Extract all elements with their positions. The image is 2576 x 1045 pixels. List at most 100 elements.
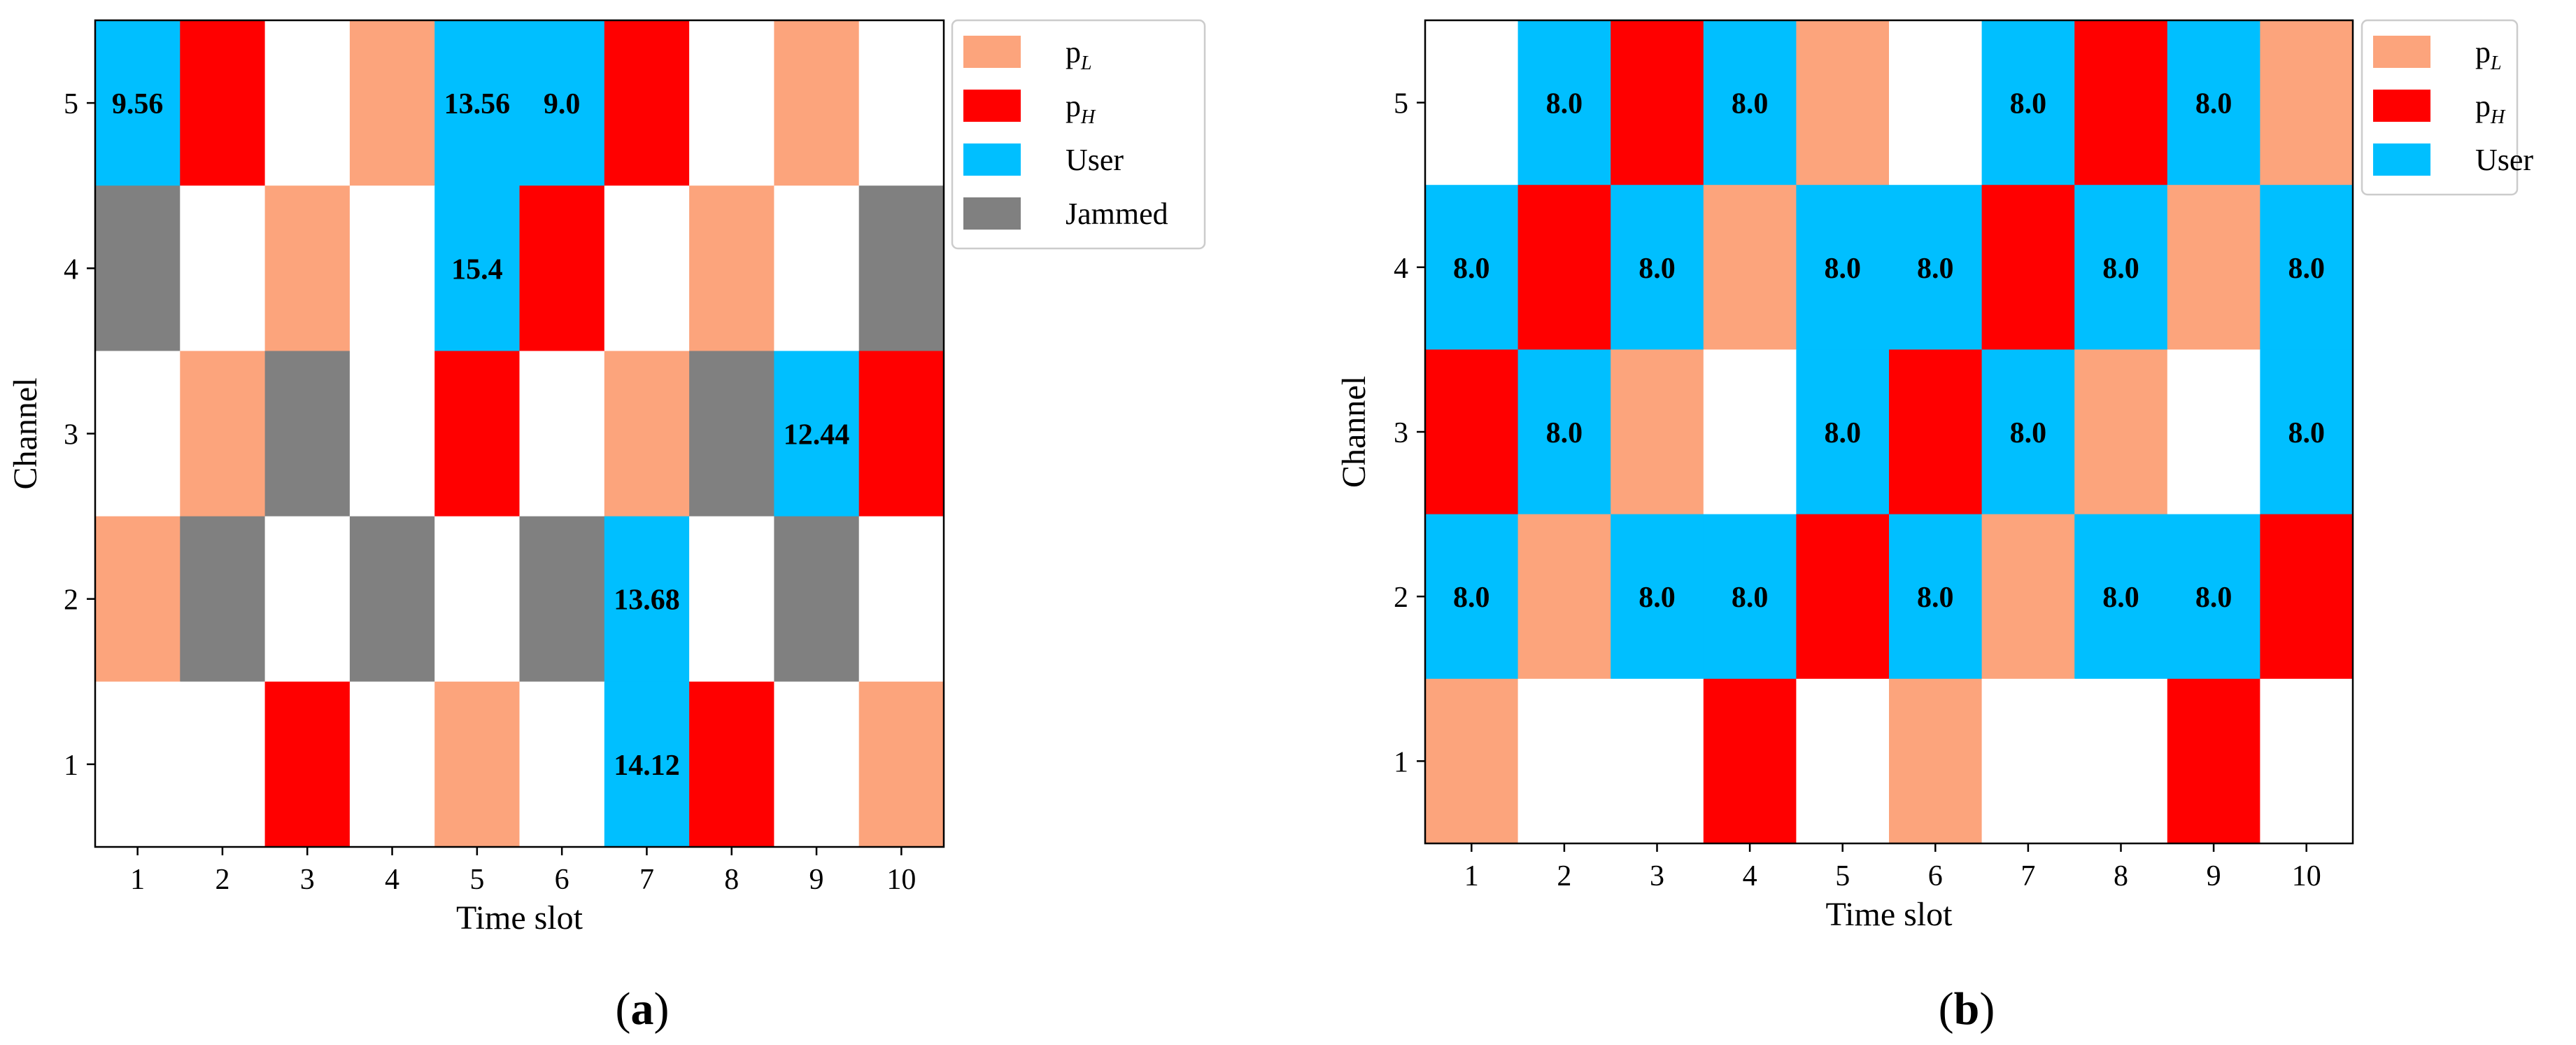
- heatmap-cell-user: [1517, 349, 1611, 515]
- heatmap-cell-user: [1889, 185, 1983, 350]
- legend-label-pH: pH: [1066, 89, 1096, 128]
- heatmap-cell-empty: [858, 20, 944, 186]
- x-tick-label: 1: [130, 864, 145, 896]
- heatmap-cell-empty: [349, 351, 435, 517]
- heatmap-cell-empty: [264, 516, 351, 682]
- heatmap-cell-user: [2074, 185, 2168, 350]
- heatmap-cell-pL: [1611, 349, 1704, 515]
- heatmap-cell-jammed: [264, 351, 351, 517]
- cell-value-label: 8.0: [2288, 417, 2325, 449]
- x-tick-label: 6: [555, 864, 569, 896]
- legend-swatch-pH: [963, 90, 1021, 122]
- legend-label-user: User: [1066, 143, 1124, 177]
- x-tick-label: 3: [300, 864, 315, 896]
- cell-value-label: 8.0: [1453, 582, 1490, 614]
- heatmap-cell-pL: [2074, 349, 2168, 515]
- legend-label-pH: pH: [2475, 89, 2506, 128]
- cell-value-label: 8.0: [1639, 253, 1676, 285]
- heatmap-cell-pH: [2260, 514, 2354, 680]
- panel-label: (a): [616, 983, 670, 1035]
- cell-value-label: 8.0: [2195, 88, 2232, 120]
- heatmap-cell-empty: [1611, 678, 1704, 844]
- x-axis-label: Time slot: [456, 899, 583, 937]
- x-tick-label: 8: [724, 864, 739, 896]
- legend-label-pL: pL: [2475, 35, 2502, 74]
- heatmap-cell-empty: [95, 351, 181, 517]
- heatmap-cell-jammed: [519, 516, 605, 682]
- heatmap-cell-empty: [689, 516, 774, 682]
- heatmap-cell-empty: [774, 185, 860, 351]
- heatmap-cell-empty: [1425, 20, 1519, 185]
- legend-label-pL: pL: [1066, 35, 1092, 74]
- heatmap-cell-jammed: [95, 185, 181, 351]
- heatmap-cell-empty: [858, 516, 944, 682]
- heatmap-cell-empty: [2074, 678, 2168, 844]
- heatmap-cell-empty: [1981, 678, 2075, 844]
- heatmap-cell-pH: [604, 20, 690, 186]
- y-tick-label: 3: [1394, 417, 1408, 449]
- heatmap-cell-pH: [1517, 185, 1611, 350]
- heatmap-cell-pL: [1889, 678, 1983, 844]
- heatmap-cell-empty: [1889, 20, 1983, 185]
- heatmap-cell-jammed: [180, 516, 266, 682]
- cell-value-label: 8.0: [1453, 253, 1490, 285]
- heatmap-cell-empty: [180, 681, 266, 848]
- y-tick-label: 3: [64, 419, 78, 451]
- x-tick-label: 8: [2114, 860, 2128, 892]
- heatmap-panel-b: 1 2 3 4 5 6 7 8 9 10 1 2 3 4 5 Time slot Channel 8.0 8.0 8.…: [1336, 19, 2533, 1035]
- cell-value-label: 14.12: [614, 750, 680, 782]
- heatmap-cell-pH: [858, 351, 944, 517]
- cell-value-label: 8.0: [2195, 582, 2232, 614]
- heatmap-cell-pL: [2167, 185, 2260, 350]
- y-axis-label: Channel: [7, 378, 44, 490]
- x-tick-label: 7: [2021, 860, 2035, 892]
- x-tick-label: 7: [639, 864, 654, 896]
- x-tick-label: 2: [215, 864, 229, 896]
- heatmap-cell-pL: [1981, 514, 2075, 680]
- heatmap-cell-jammed: [774, 516, 860, 682]
- heatmap-cell-empty: [604, 185, 690, 351]
- heatmap-cell-pH: [1981, 185, 2075, 350]
- y-tick-label: 1: [1394, 746, 1408, 778]
- heatmap-cell-user: [2167, 514, 2260, 680]
- heatmap-cell-user: [95, 20, 181, 186]
- heatmap-cell-empty: [689, 20, 774, 186]
- legend-label-jammed: Jammed: [1066, 197, 1168, 231]
- heatmap-cell-empty: [349, 681, 435, 848]
- heatmap-cell-pL: [604, 351, 690, 517]
- heatmap-cell-pL: [1425, 678, 1519, 844]
- heatmap-cell-pL: [858, 681, 944, 848]
- cell-value-label: 12.44: [784, 419, 850, 451]
- cell-value-label: 8.0: [1917, 253, 1954, 285]
- heatmap-cell-pH: [264, 681, 351, 848]
- heatmap-cell-pL: [434, 681, 521, 848]
- x-tick-label: 10: [886, 864, 916, 896]
- heatmap-cell-pL: [1796, 20, 1890, 185]
- heatmap-cell-user: [1796, 349, 1890, 515]
- x-axis-label: Time slot: [1826, 896, 1953, 933]
- cell-value-label: 8.0: [2288, 253, 2325, 285]
- heatmap-cell-jammed: [689, 351, 774, 517]
- legend-swatch-user: [2373, 143, 2430, 176]
- y-axis-label: Channel: [1336, 376, 1373, 488]
- cell-value-label: 8.0: [1824, 253, 1861, 285]
- legend-swatch-pL: [963, 36, 1021, 68]
- heatmap-cell-pL: [774, 20, 860, 186]
- heatmap-cell-empty: [519, 681, 605, 848]
- heatmap-cell-user: [1517, 20, 1611, 185]
- heatmap-cell-user: [519, 20, 605, 186]
- heatmap-cell-user: [604, 516, 690, 682]
- legend-swatch-pH: [2373, 90, 2430, 122]
- heatmap-cell-empty: [774, 681, 860, 848]
- heatmap-cell-empty: [264, 20, 351, 186]
- cell-value-label: 8.0: [2010, 417, 2047, 449]
- legend-box: [951, 19, 1206, 250]
- heatmap-cell-pL: [180, 351, 266, 517]
- cell-value-label: 8.0: [2010, 88, 2047, 120]
- heatmap-cell-pH: [1425, 349, 1519, 515]
- heatmap-cell-user: [2260, 185, 2354, 350]
- panel-label: (b): [1939, 983, 1995, 1035]
- cell-value-label: 8.0: [1824, 417, 1861, 449]
- heatmap-cell-pL: [1517, 514, 1611, 680]
